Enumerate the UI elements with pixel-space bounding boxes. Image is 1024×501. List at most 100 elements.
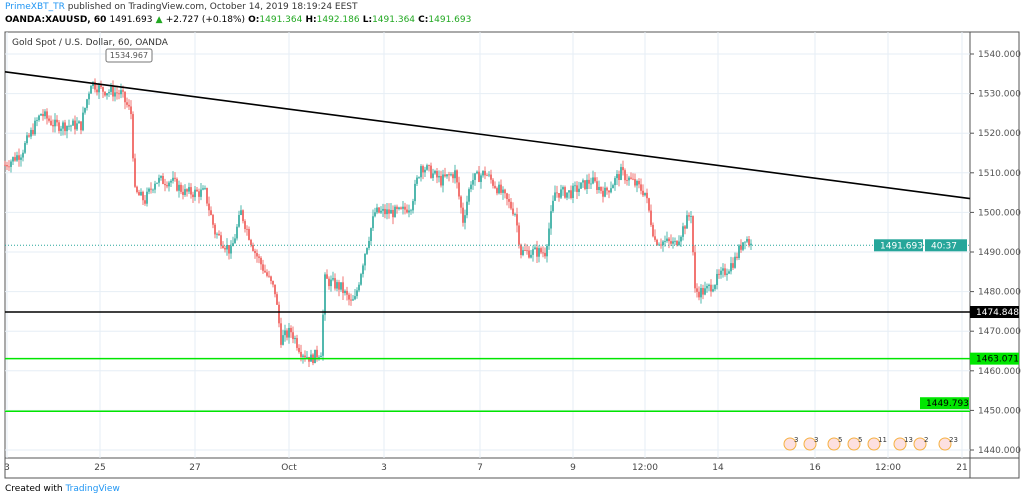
candle xyxy=(588,179,590,184)
last-price: 1491.693 xyxy=(109,15,153,25)
candle xyxy=(220,235,222,246)
level-badge xyxy=(920,397,969,410)
candle xyxy=(644,192,646,196)
candle xyxy=(454,170,456,179)
candle xyxy=(736,256,738,259)
candle xyxy=(518,225,520,245)
candle xyxy=(468,189,470,202)
candle xyxy=(218,233,220,236)
candle xyxy=(636,180,638,186)
candle xyxy=(422,166,424,173)
candle xyxy=(740,245,742,250)
candle xyxy=(706,286,708,289)
candle xyxy=(570,190,572,198)
candle xyxy=(324,274,326,315)
candle xyxy=(400,207,402,209)
candle xyxy=(304,355,306,358)
candle xyxy=(690,216,692,217)
economic-event-icon xyxy=(913,437,927,451)
candle xyxy=(358,284,360,291)
candle xyxy=(262,264,264,271)
candle xyxy=(538,248,540,257)
candle xyxy=(648,198,650,211)
x-tick-label: 14 xyxy=(712,463,724,473)
candle xyxy=(316,349,318,358)
candle xyxy=(728,271,730,274)
candle xyxy=(172,177,174,181)
candle xyxy=(506,193,508,200)
level-label: 1449.793 xyxy=(926,399,969,409)
candle xyxy=(460,196,462,208)
candle xyxy=(36,120,38,121)
candle xyxy=(686,215,688,229)
candle xyxy=(154,183,156,190)
candle xyxy=(32,129,34,135)
level-label: 1463.071 xyxy=(976,355,1019,365)
candle xyxy=(232,243,234,247)
candle xyxy=(746,238,748,242)
event-count: 2 xyxy=(924,436,928,444)
candle xyxy=(558,193,560,198)
candle xyxy=(374,212,376,217)
low-value: 1491.364 xyxy=(372,15,416,25)
candle xyxy=(618,174,620,180)
candle xyxy=(222,245,224,248)
candle xyxy=(482,170,484,176)
candle xyxy=(708,284,710,287)
candle xyxy=(314,349,316,364)
candle xyxy=(390,209,392,214)
candle xyxy=(260,257,262,265)
candle xyxy=(404,206,406,210)
candle xyxy=(642,190,644,196)
candle xyxy=(472,179,474,185)
candle xyxy=(416,177,418,184)
candle xyxy=(344,290,346,294)
x-tick-label: 3 xyxy=(4,463,10,473)
candle xyxy=(120,90,122,95)
candle xyxy=(412,201,414,211)
candle xyxy=(594,177,596,182)
candle xyxy=(236,226,238,239)
candle xyxy=(78,121,80,124)
candle xyxy=(372,216,374,229)
candle xyxy=(500,184,502,193)
candle xyxy=(592,177,594,184)
candle xyxy=(566,192,568,198)
economic-event-icon xyxy=(938,437,952,451)
publish-info: PrimeXBT_TR published on TradingView.com… xyxy=(5,2,358,12)
candle xyxy=(234,238,236,244)
candle xyxy=(688,215,690,217)
x-tick-label: 7 xyxy=(477,463,483,473)
candle xyxy=(490,174,492,180)
candle xyxy=(44,111,46,117)
author-link[interactable]: PrimeXBT_TR xyxy=(5,2,65,12)
open-label: O: xyxy=(248,15,260,25)
candle xyxy=(702,288,704,295)
candle xyxy=(270,276,272,281)
candle xyxy=(480,175,482,182)
candle xyxy=(352,299,354,301)
candle xyxy=(58,122,60,131)
candle xyxy=(298,347,300,352)
candle xyxy=(662,241,664,246)
candle xyxy=(362,265,364,275)
candle xyxy=(122,90,124,92)
candle xyxy=(414,183,416,202)
candle xyxy=(508,199,510,202)
candle xyxy=(152,189,154,191)
candle xyxy=(370,228,372,241)
candle xyxy=(198,191,200,197)
candle xyxy=(356,290,358,297)
candle xyxy=(206,187,208,204)
candle xyxy=(624,170,626,181)
y-tick-label: 1440.000 xyxy=(978,446,1021,456)
high-marker-box xyxy=(105,48,153,63)
candle xyxy=(242,210,244,222)
candle xyxy=(646,192,648,199)
candle xyxy=(666,238,668,242)
y-tick-label: 1450.000 xyxy=(978,406,1021,416)
candle xyxy=(710,284,712,292)
tradingview-logo[interactable]: TradingView xyxy=(65,484,120,494)
x-tick-label: 12:00 xyxy=(875,463,901,473)
